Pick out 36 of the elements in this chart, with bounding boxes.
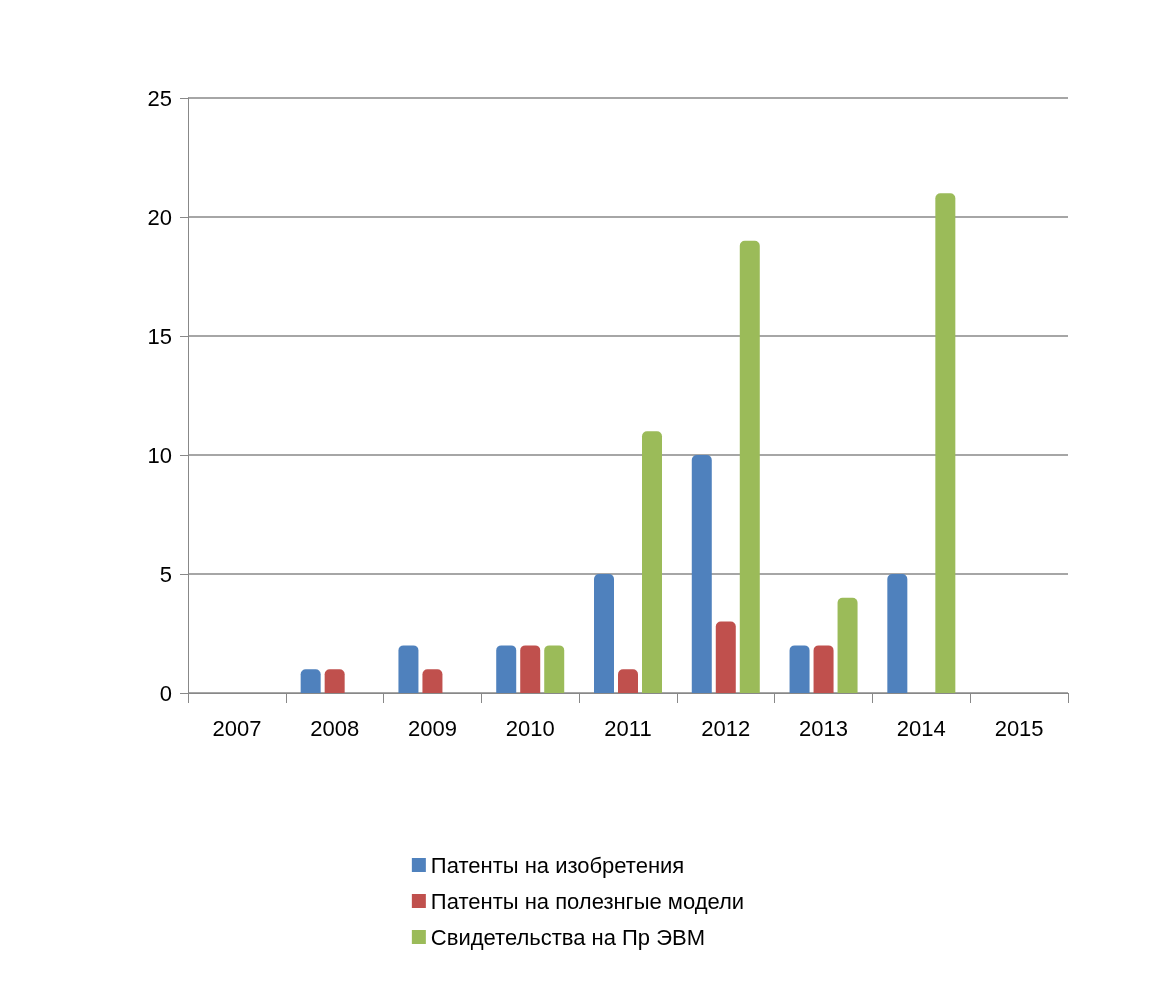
legend-label: Патенты на полезнгые модели xyxy=(430,888,745,914)
y-tick-label: 20 xyxy=(147,204,172,230)
bar xyxy=(496,645,517,693)
bar xyxy=(520,645,541,693)
bar xyxy=(618,669,638,693)
bar xyxy=(739,240,760,693)
x-tick-label: 2009 xyxy=(407,715,457,741)
bar xyxy=(715,621,736,693)
bar xyxy=(544,645,565,693)
y-tick-label: 15 xyxy=(147,323,172,349)
y-tick-label: 25 xyxy=(147,85,172,111)
bar xyxy=(887,574,908,693)
legend-label: Патенты на изобретения xyxy=(430,852,685,878)
x-tick-label: 2014 xyxy=(896,715,946,741)
y-tick-label: 10 xyxy=(147,442,172,468)
bar xyxy=(594,574,614,693)
bar xyxy=(642,431,662,693)
bar xyxy=(813,645,834,693)
x-tick-label: 2010 xyxy=(505,715,555,741)
bar xyxy=(935,193,956,693)
bar xyxy=(422,669,443,693)
x-tick-label: 2008 xyxy=(310,715,360,741)
x-tick-label: 2007 xyxy=(212,715,262,741)
x-tick-label: 2013 xyxy=(799,715,849,741)
bar xyxy=(300,669,321,693)
bar xyxy=(789,645,810,693)
x-tick-label: 2011 xyxy=(604,715,652,741)
y-tick-label: 0 xyxy=(159,680,172,706)
bar xyxy=(837,597,858,693)
legend-label: Свидетельства на Пр ЭВМ xyxy=(430,924,706,950)
bar xyxy=(691,455,712,693)
bar xyxy=(324,669,345,693)
y-tick-label: 5 xyxy=(159,561,172,587)
x-tick-label: 2012 xyxy=(701,715,751,741)
x-tick-label: 2015 xyxy=(994,715,1044,741)
bar xyxy=(398,645,419,693)
